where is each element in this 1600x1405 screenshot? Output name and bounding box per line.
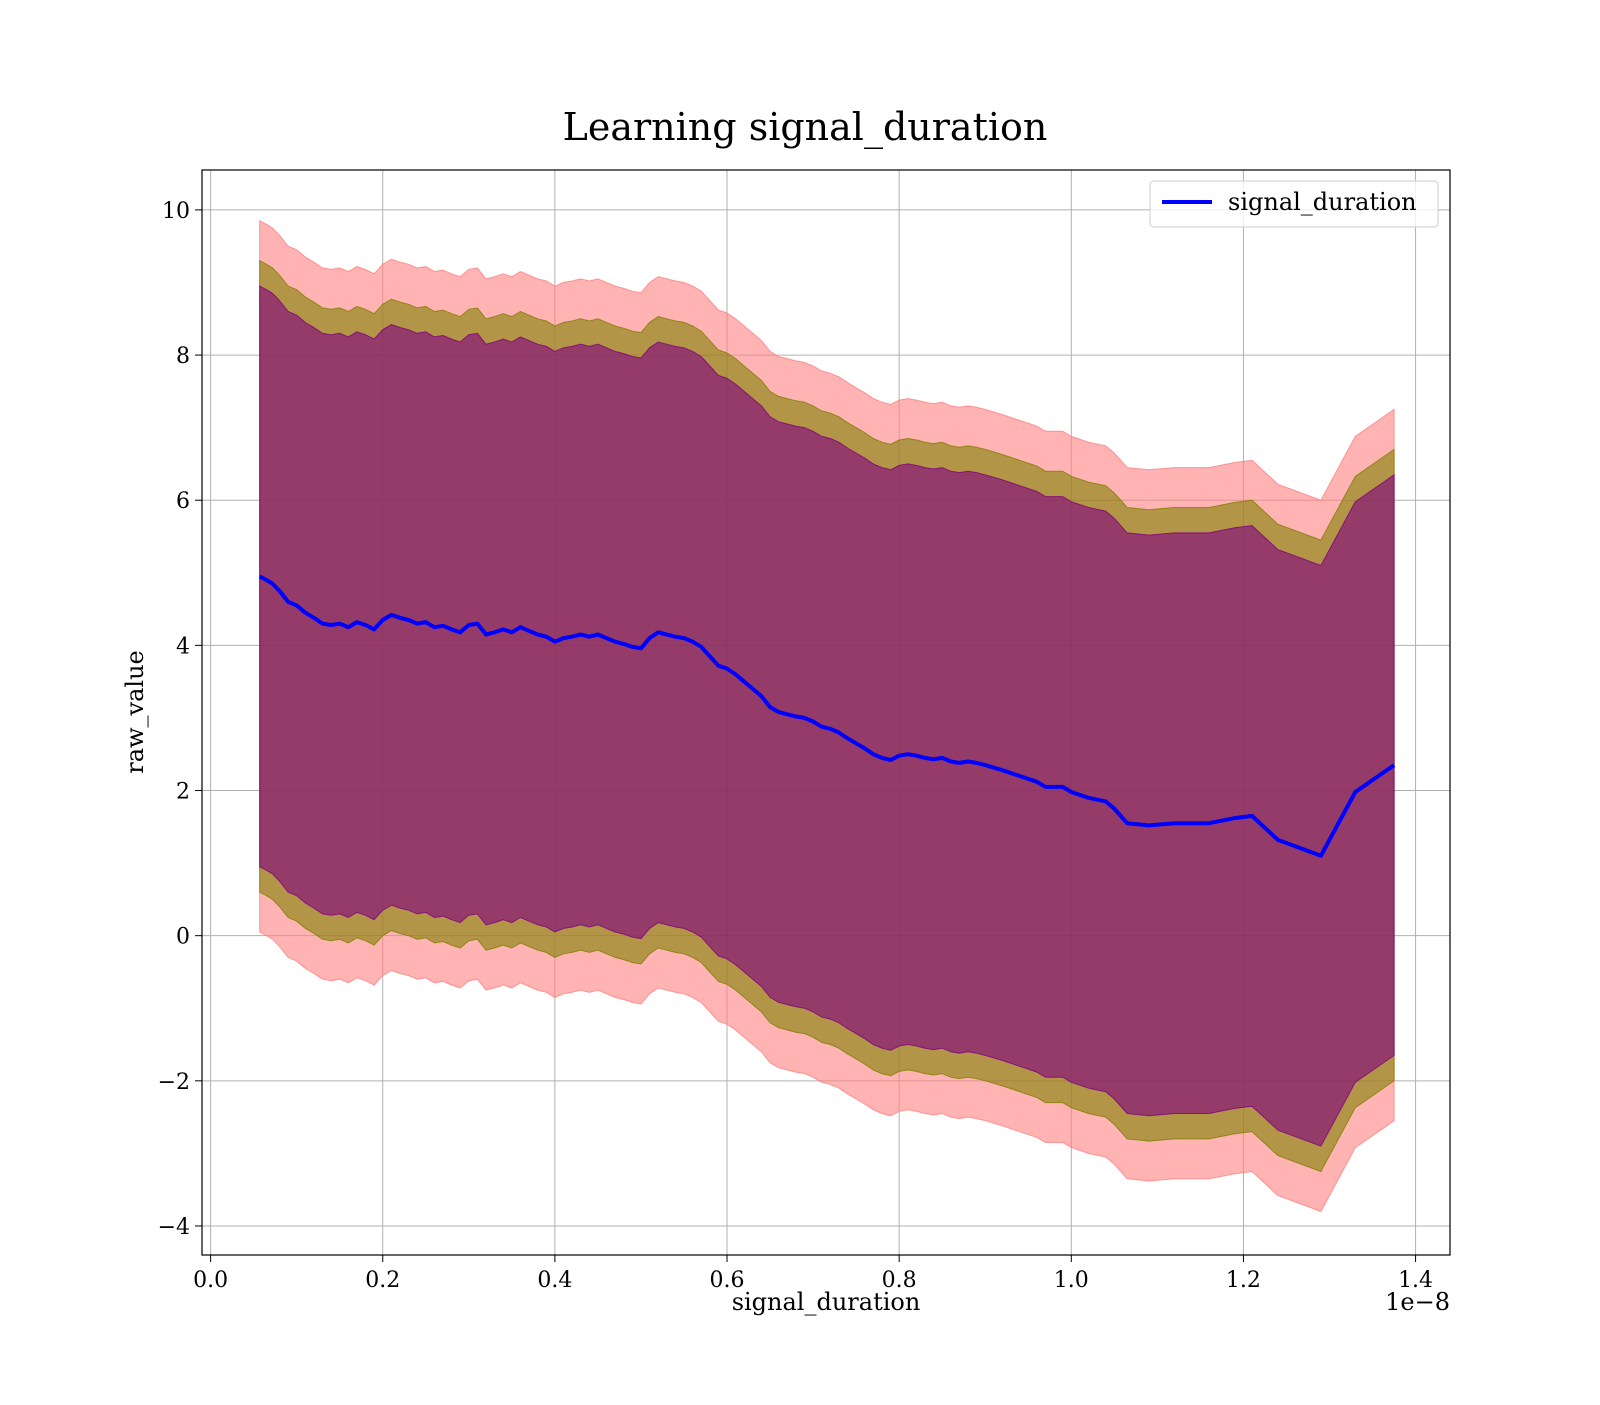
y-axis-ticks: −4 −2 0 2 4 6 8 10 xyxy=(158,199,202,1240)
x-tick-label: 0.8 xyxy=(882,1268,917,1293)
y-axis-label: raw_value xyxy=(121,650,149,774)
x-tick-label: 0.2 xyxy=(365,1268,400,1293)
y-tick-label: 8 xyxy=(176,344,190,369)
x-tick-label: 1.0 xyxy=(1054,1268,1089,1293)
y-tick-label: 4 xyxy=(176,634,190,659)
y-tick-label: 0 xyxy=(176,925,190,950)
series-lines xyxy=(258,574,1396,858)
y-tick-label: 6 xyxy=(176,489,190,514)
plot-frame xyxy=(201,169,1451,1256)
x-axis-offset-label: 1e−8 xyxy=(1385,1288,1450,1316)
x-tick-label: 1.4 xyxy=(1398,1268,1433,1293)
x-axis-ticks: 0.0 0.2 0.4 0.6 0.8 1.0 1.2 1.4 xyxy=(193,1255,1433,1293)
confidence-bands xyxy=(259,219,1395,1213)
x-tick-label: 0.0 xyxy=(193,1268,228,1293)
y-tick-label: 10 xyxy=(162,199,190,224)
series-line-signal-duration xyxy=(258,574,1396,858)
legend-entry-signal-duration: signal_duration xyxy=(1228,188,1417,216)
y-tick-label: −2 xyxy=(158,1070,190,1095)
x-tick-label: 1.2 xyxy=(1226,1268,1261,1293)
y-tick-label: 2 xyxy=(176,780,190,805)
legend-box xyxy=(1149,180,1439,228)
x-tick-label: 0.6 xyxy=(710,1268,745,1293)
x-axis-label: signal_duration xyxy=(732,1288,921,1316)
chart-title: Learning signal_duration xyxy=(563,105,1048,150)
y-tick-label: −4 xyxy=(158,1215,190,1240)
x-tick-label: 0.4 xyxy=(537,1268,572,1293)
confidence-band xyxy=(259,285,1395,1147)
legend: signal_duration xyxy=(1149,180,1439,228)
